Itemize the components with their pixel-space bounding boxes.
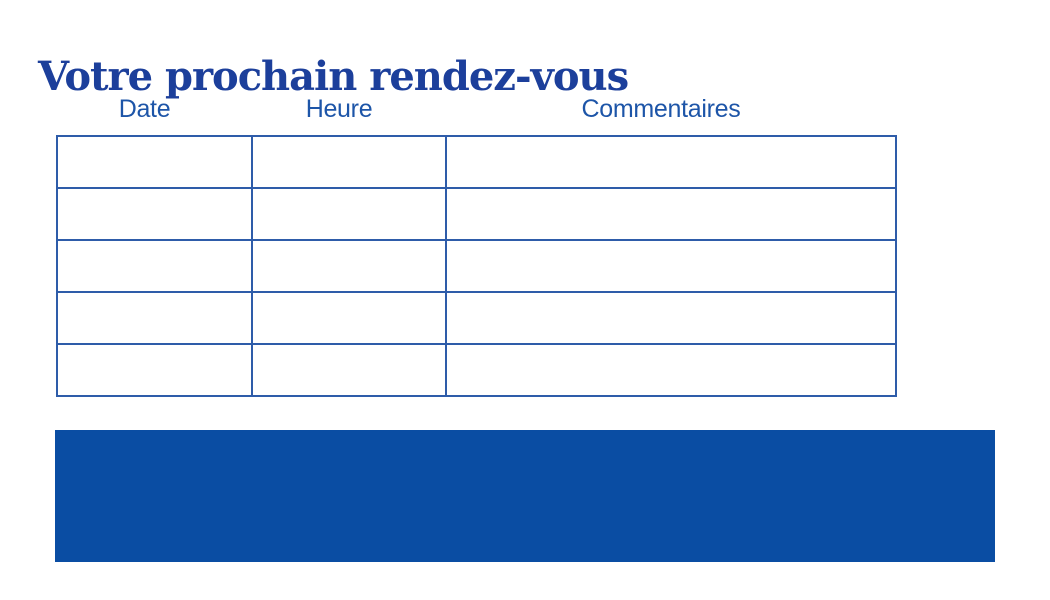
table-row	[56, 239, 897, 293]
table-row	[56, 187, 897, 241]
cell-date	[56, 291, 253, 345]
appointments-table	[56, 135, 897, 397]
cell-commentaires	[445, 187, 897, 241]
cell-commentaires	[445, 343, 897, 397]
cell-heure	[251, 187, 447, 241]
column-header-heure: Heure	[305, 95, 373, 123]
cell-commentaires	[445, 239, 897, 293]
cell-date	[56, 239, 253, 293]
page-title: Votre prochain rendez-vous	[38, 52, 629, 100]
cell-commentaires	[445, 291, 897, 345]
cell-heure	[251, 343, 447, 397]
cell-commentaires	[445, 135, 897, 189]
cell-heure	[251, 135, 447, 189]
table-row	[56, 343, 897, 397]
column-header-commentaires: Commentaires	[581, 95, 741, 123]
table-row	[56, 291, 897, 345]
cell-date	[56, 343, 253, 397]
bottom-banner	[55, 430, 995, 562]
cell-heure	[251, 239, 447, 293]
cell-date	[56, 135, 253, 189]
cell-heure	[251, 291, 447, 345]
table-row	[56, 135, 897, 189]
column-header-date: Date	[118, 95, 171, 123]
table-column-headers: Date Heure Commentaires	[47, 94, 886, 124]
cell-date	[56, 187, 253, 241]
